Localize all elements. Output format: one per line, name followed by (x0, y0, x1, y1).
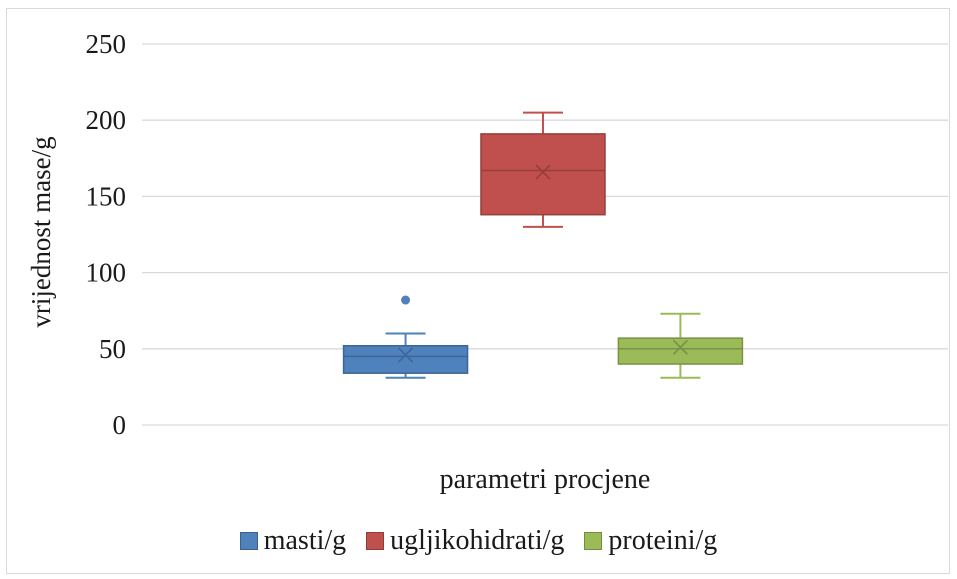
legend-item: ugljikohidrati/g (366, 525, 564, 557)
box-masti-g (342, 295, 469, 379)
mean-marker (535, 164, 551, 180)
legend-label: masti/g (263, 525, 347, 556)
box-iqr (480, 133, 606, 216)
mean-marker (672, 339, 688, 355)
box-series (342, 111, 744, 379)
grid-lines (142, 43, 948, 426)
y-tick-label: 200 (86, 105, 127, 135)
box-ugljikohidrati-g (480, 111, 606, 228)
legend-swatch (239, 532, 258, 550)
legend-label: proteini/g (608, 525, 718, 556)
legend-swatch (584, 532, 603, 550)
y-tick-label: 250 (86, 29, 127, 59)
legend-item: proteini/g (584, 525, 717, 557)
legend-swatch (366, 532, 385, 550)
y-axis-ticks: 0 50 100 150 200 250 (86, 29, 127, 440)
y-axis-label: vrijednost mase/g (26, 136, 56, 327)
legend-label: ugljikohidrati/g (390, 525, 565, 556)
chart-legend: masti/g ugljikohidrati/g proteini/g (0, 525, 957, 557)
box-iqr (342, 345, 469, 374)
y-tick-label: 50 (99, 334, 126, 364)
outlier-point (401, 295, 411, 305)
y-tick-label: 150 (86, 181, 127, 211)
chart-frame (6, 8, 950, 574)
y-tick-label: 0 (113, 410, 127, 440)
y-tick-label: 100 (86, 258, 127, 288)
x-axis-label: parametri procjene (440, 464, 651, 495)
box-proteini-g (617, 312, 744, 379)
mean-marker (397, 347, 414, 363)
box-iqr (617, 337, 744, 365)
legend-item: masti/g (239, 525, 347, 557)
